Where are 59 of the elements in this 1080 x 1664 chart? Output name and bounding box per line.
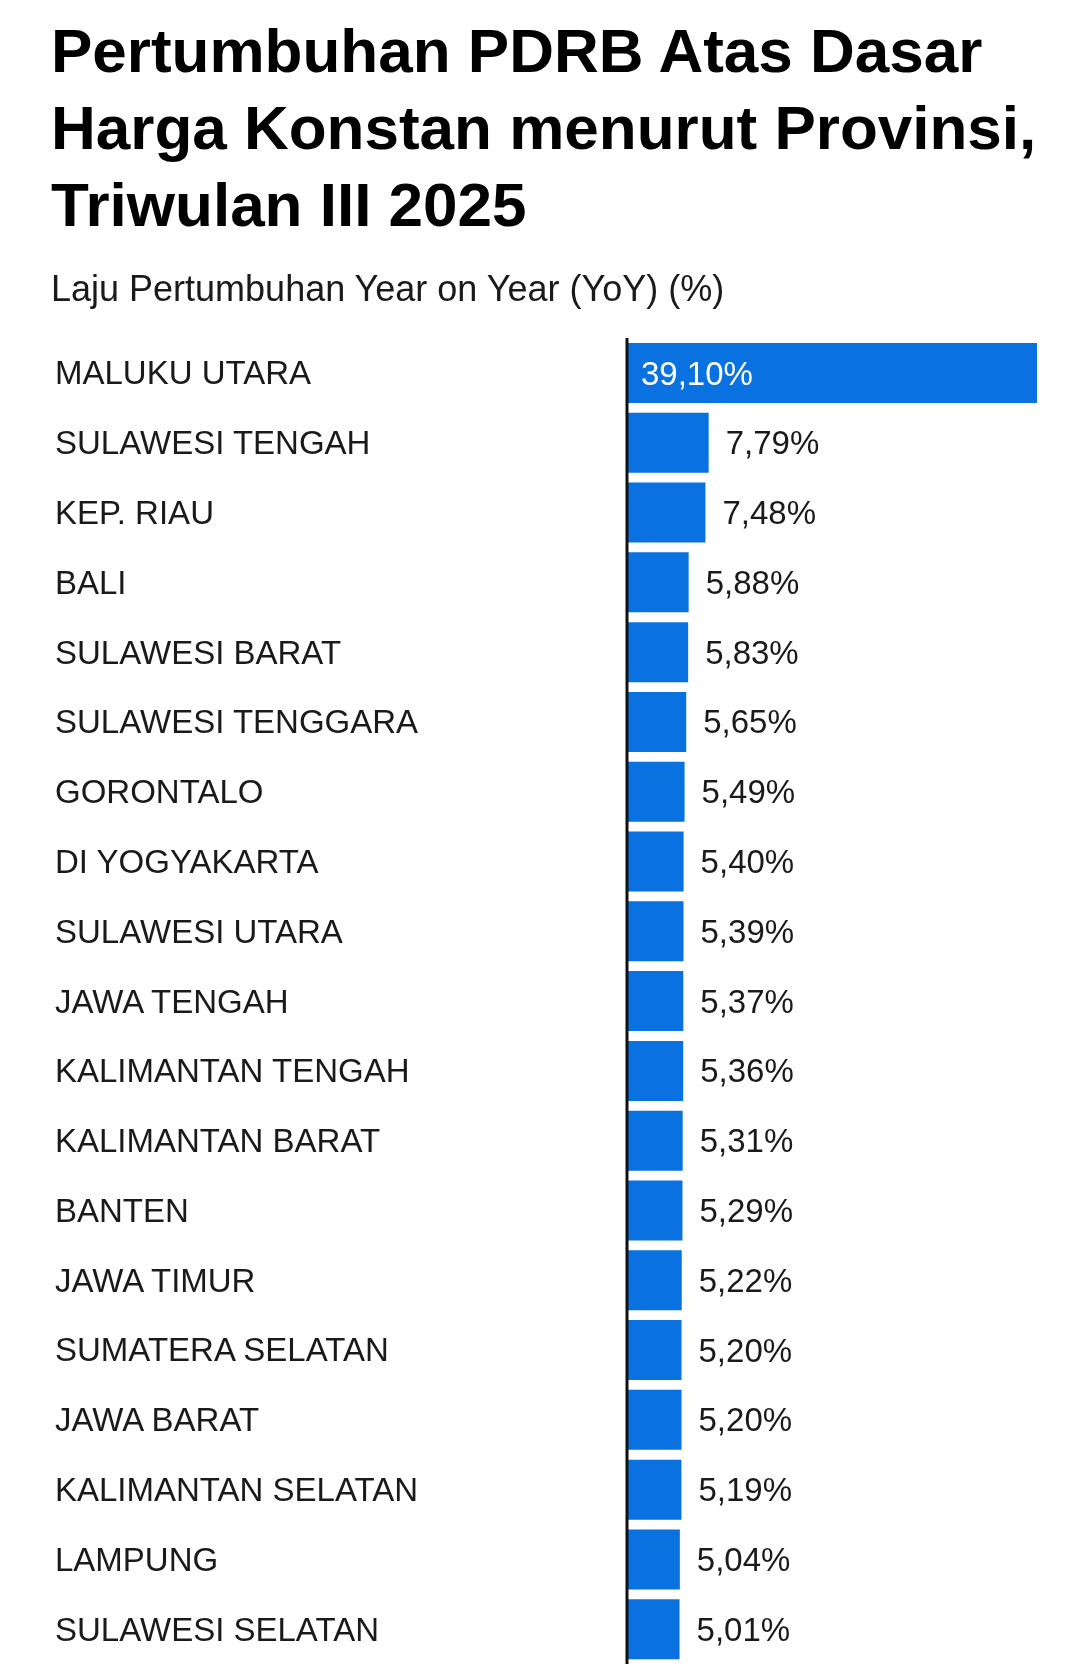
data-label: 5,65% bbox=[703, 703, 797, 741]
bar bbox=[627, 1040, 684, 1101]
y-tick-label: SULAWESI TENGAH bbox=[55, 424, 371, 462]
bar bbox=[627, 552, 689, 613]
y-tick-label: KEP. RIAU bbox=[55, 493, 214, 531]
y-tick-label: GORONTALO bbox=[55, 773, 264, 811]
data-label: 5,37% bbox=[700, 982, 794, 1020]
chart-subtitle: Laju Pertumbuhan Year on Year (YoY) (%) bbox=[51, 267, 725, 311]
y-tick-label: KALIMANTAN SELATAN bbox=[55, 1471, 419, 1509]
y-tick-label: KALIMANTAN TENGAH bbox=[55, 1052, 410, 1090]
y-tick-label: SULAWESI TENGGARA bbox=[55, 703, 419, 741]
bar bbox=[627, 691, 687, 752]
bar bbox=[627, 343, 1037, 403]
y-tick-label: BALI bbox=[55, 563, 127, 601]
y-tick-label: JAWA BARAT bbox=[55, 1401, 260, 1439]
data-label: 5,39% bbox=[700, 912, 795, 950]
data-label: 5,49% bbox=[701, 773, 796, 811]
data-label: 5,22% bbox=[698, 1261, 793, 1299]
y-tick-label: JAWA TENGAH bbox=[55, 982, 289, 1020]
data-label: 5,83% bbox=[705, 633, 799, 671]
data-label: 5,20% bbox=[698, 1331, 793, 1369]
bar bbox=[627, 901, 684, 962]
bar bbox=[627, 622, 689, 683]
bar bbox=[627, 831, 684, 892]
bar bbox=[627, 1389, 682, 1450]
y-tick-label: SUMATERA SELATAN bbox=[55, 1331, 389, 1369]
bar bbox=[627, 1599, 680, 1660]
bar bbox=[627, 761, 685, 822]
y-tick-label: KALIMANTAN BARAT bbox=[55, 1122, 381, 1160]
bar bbox=[627, 1529, 680, 1590]
data-label: 5,01% bbox=[696, 1610, 791, 1648]
y-tick-label: MALUKU UTARA bbox=[55, 354, 312, 392]
y-tick-label: SULAWESI UTARA bbox=[55, 912, 343, 950]
data-label: 5,40% bbox=[700, 843, 795, 881]
data-label: 5,36% bbox=[700, 1052, 794, 1090]
data-label: 7,79% bbox=[725, 424, 820, 462]
y-tick-label: BANTEN bbox=[55, 1191, 189, 1229]
data-label: 5,31% bbox=[699, 1122, 794, 1160]
data-label: 5,29% bbox=[699, 1191, 794, 1229]
bar bbox=[627, 482, 706, 543]
y-tick-label: SULAWESI BARAT bbox=[55, 633, 342, 671]
chart-title: Pertumbuhan PDRB Atas Dasar Harga Konstan menurut Provinsi, Triwulan III 2025 bbox=[51, 15, 1038, 241]
y-tick-label: SULAWESI SELATAN bbox=[55, 1610, 379, 1648]
data-label: 5,04% bbox=[696, 1540, 791, 1578]
data-label: 39,10% bbox=[641, 354, 753, 392]
data-label: 5,19% bbox=[698, 1471, 792, 1509]
y-tick-label: JAWA TIMUR bbox=[55, 1261, 256, 1299]
bar bbox=[627, 1180, 683, 1241]
bar bbox=[627, 412, 709, 473]
data-label: 5,88% bbox=[705, 563, 800, 601]
bar bbox=[627, 1459, 682, 1520]
bar bbox=[627, 1320, 682, 1381]
bar bbox=[627, 1250, 682, 1311]
bar bbox=[627, 971, 684, 1032]
y-tick-label: LAMPUNG bbox=[55, 1540, 219, 1578]
data-label: 7,48% bbox=[722, 494, 817, 532]
data-label: 5,20% bbox=[698, 1401, 793, 1439]
y-tick-label: DI YOGYAKARTA bbox=[55, 842, 319, 880]
bar bbox=[627, 1110, 683, 1171]
